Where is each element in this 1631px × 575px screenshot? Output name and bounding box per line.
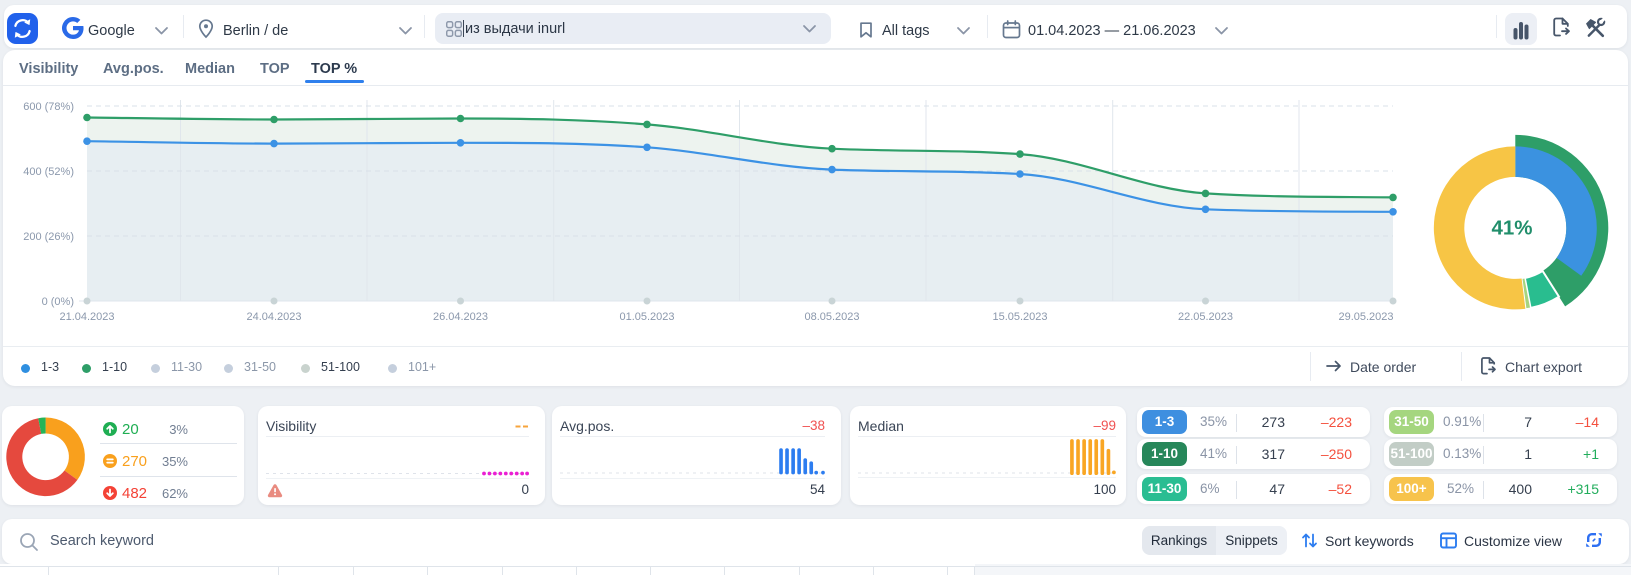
svg-text:29.05.2023: 29.05.2023 xyxy=(1338,311,1393,323)
svg-text:600 (78%): 600 (78%) xyxy=(23,101,74,113)
svg-text:41%: 41% xyxy=(1491,217,1532,240)
svg-text:21.04.2023: 21.04.2023 xyxy=(59,311,114,323)
svg-text:15.05.2023: 15.05.2023 xyxy=(992,311,1047,323)
svg-text:0 (0%): 0 (0%) xyxy=(42,296,74,308)
svg-text:200 (26%): 200 (26%) xyxy=(23,231,74,243)
svg-text:26.04.2023: 26.04.2023 xyxy=(433,311,488,323)
svg-text:22.05.2023: 22.05.2023 xyxy=(1178,311,1233,323)
svg-text:24.04.2023: 24.04.2023 xyxy=(246,311,301,323)
svg-text:08.05.2023: 08.05.2023 xyxy=(804,311,859,323)
svg-text:400 (52%): 400 (52%) xyxy=(23,166,74,178)
svg-text:01.05.2023: 01.05.2023 xyxy=(619,311,674,323)
